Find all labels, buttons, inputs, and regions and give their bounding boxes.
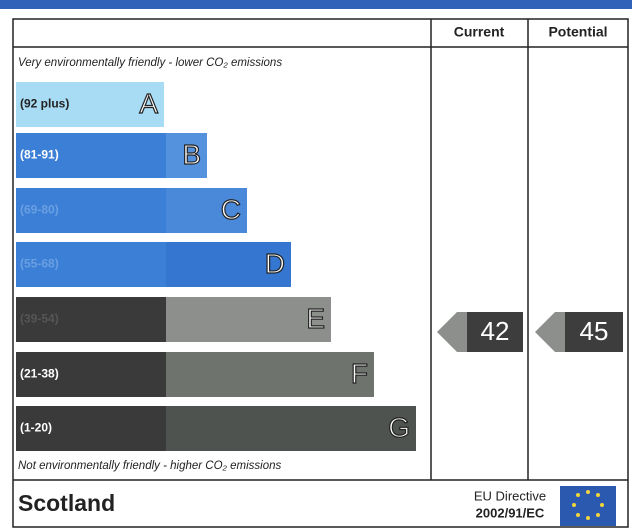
rating-arrow — [437, 312, 467, 352]
band-letter: B — [182, 139, 201, 170]
band-letter-area — [166, 406, 416, 451]
band-label-area — [16, 133, 166, 178]
top-strip — [0, 0, 632, 9]
band-label-area — [16, 352, 166, 397]
eu-flag — [560, 486, 616, 526]
band-letter: F — [351, 358, 368, 389]
rating-arrow — [535, 312, 565, 352]
band-letter: C — [221, 194, 241, 225]
band-letter-area — [166, 297, 331, 342]
band-letter: D — [265, 248, 285, 279]
header-potential: Potential — [548, 24, 607, 40]
band-letter-area — [166, 133, 207, 178]
directive-number: 2002/91/EC — [476, 505, 545, 520]
rating-box — [565, 312, 623, 352]
band-letter-area — [166, 352, 374, 397]
band-range: (1-20) — [20, 421, 52, 435]
band-label-area — [16, 82, 164, 127]
band-letter: A — [139, 88, 158, 119]
top-note: Very environmentally friendly - lower CO… — [18, 57, 282, 69]
bottom-note: Not environmentally friendly - higher CO… — [18, 460, 281, 472]
band-range: (55-68) — [20, 257, 59, 271]
band-range: (81-91) — [20, 148, 59, 162]
band-range: (69-80) — [20, 203, 59, 217]
rating-value: 45 — [580, 316, 609, 346]
band-letter-area — [166, 188, 247, 233]
rating-box — [467, 312, 523, 352]
frame — [12, 18, 629, 528]
band-label-area — [16, 406, 166, 451]
band-range: (21-38) — [20, 367, 59, 381]
band-range: (92 plus) — [20, 97, 69, 111]
band-label-area — [16, 242, 166, 287]
band-letter-area — [166, 242, 291, 287]
band-label-area — [16, 297, 166, 342]
band-range: (39-54) — [20, 312, 59, 326]
band-label-area — [16, 188, 166, 233]
header-current: Current — [454, 24, 505, 40]
band-letter: G — [388, 412, 410, 443]
band-letter: E — [306, 303, 325, 334]
directive: EU Directive — [474, 488, 546, 503]
rating-value: 42 — [481, 316, 510, 346]
region: Scotland — [18, 490, 115, 516]
